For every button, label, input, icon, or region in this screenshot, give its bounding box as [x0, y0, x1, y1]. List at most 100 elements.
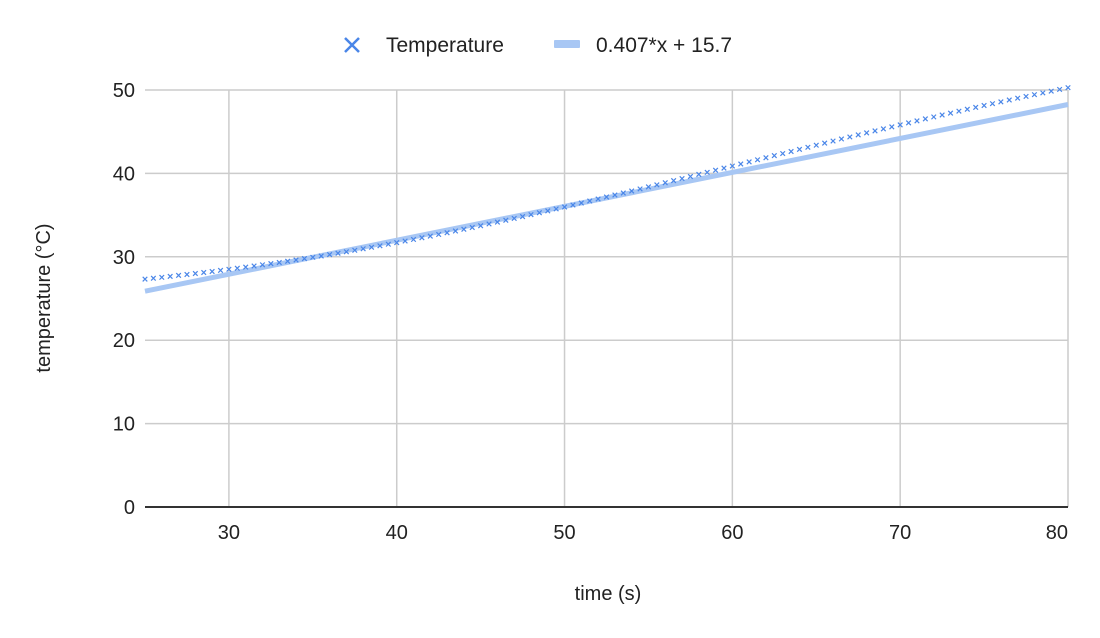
- data-point: [318, 253, 324, 259]
- y-axis-title: temperature (°C): [33, 223, 55, 372]
- data-point: [528, 211, 534, 218]
- data-point: [914, 118, 920, 124]
- data-point: [872, 128, 878, 134]
- data-point: [268, 260, 274, 267]
- data-point: [796, 146, 803, 153]
- data-point: [293, 257, 299, 263]
- data-point: [989, 100, 996, 107]
- data-point: [343, 249, 350, 255]
- data-point: [1048, 88, 1054, 94]
- data-point: [192, 270, 199, 277]
- line-swatch-icon: [554, 40, 580, 48]
- data-point: [142, 276, 148, 282]
- data-point: [259, 262, 266, 268]
- y-tick-label: 10: [113, 414, 135, 436]
- data-point: [226, 266, 232, 273]
- data-point: [645, 184, 652, 190]
- x-axis-title: time (s): [575, 583, 642, 605]
- y-tick-label: 40: [113, 163, 135, 185]
- data-point: [662, 180, 668, 186]
- data-point: [175, 272, 182, 279]
- data-point: [561, 204, 568, 210]
- marker-layer: [142, 84, 1071, 282]
- data-point: [763, 154, 769, 161]
- data-point: [754, 157, 761, 163]
- data-point: [360, 246, 366, 252]
- data-point: [947, 110, 954, 116]
- data-point: [956, 108, 962, 114]
- legend-item-temperature[interactable]: Temperature: [344, 34, 504, 57]
- grid: [145, 89, 1069, 507]
- data-point: [1023, 93, 1029, 100]
- data-point: [1056, 86, 1063, 93]
- x-tick-label: 30: [218, 522, 240, 544]
- data-point: [368, 244, 375, 251]
- data-point: [838, 136, 845, 142]
- x-tick-label: 60: [721, 522, 743, 544]
- data-point: [779, 150, 786, 157]
- data-point: [679, 175, 685, 182]
- y-tick-label: 50: [113, 80, 135, 102]
- legend-label-temperature: Temperature: [386, 34, 504, 57]
- data-point: [419, 235, 425, 241]
- data-point: [880, 126, 887, 132]
- data-point: [771, 152, 778, 159]
- data-point: [167, 273, 173, 280]
- data-point: [586, 198, 593, 204]
- data-point: [201, 269, 207, 276]
- data-point: [931, 114, 937, 120]
- data-point: [746, 159, 752, 165]
- data-point: [670, 177, 677, 184]
- data-point: [251, 263, 257, 269]
- data-point: [486, 221, 492, 227]
- data-point: [721, 165, 727, 171]
- data-point: [712, 167, 719, 173]
- x-tick-label: 80: [1046, 522, 1068, 544]
- data-point: [805, 144, 811, 151]
- trendline-layer: [144, 102, 1069, 294]
- data-point: [427, 233, 434, 239]
- data-point: [477, 223, 484, 229]
- data-point: [620, 190, 627, 196]
- x-tick-label: 40: [386, 522, 408, 544]
- data-point: [696, 171, 702, 178]
- data-point: [503, 217, 509, 223]
- data-point: [847, 134, 853, 140]
- data-point: [1031, 91, 1038, 98]
- data-point: [595, 196, 601, 202]
- data-point: [939, 112, 945, 118]
- x-icon-glyph: [344, 37, 360, 53]
- data-point: [570, 202, 576, 208]
- data-point: [410, 236, 417, 243]
- data-point: [452, 228, 459, 234]
- data-point: [217, 267, 224, 274]
- data-point: [159, 274, 165, 281]
- data-point: [209, 268, 215, 275]
- data-point: [494, 219, 501, 225]
- data-point: [821, 140, 828, 146]
- data-point: [310, 254, 316, 261]
- data-point: [687, 173, 694, 180]
- y-tick-label: 20: [113, 330, 135, 352]
- data-point: [536, 210, 543, 216]
- data-point: [511, 215, 517, 222]
- data-point: [603, 194, 610, 200]
- data-point: [1065, 84, 1071, 91]
- data-point: [234, 265, 241, 271]
- data-point: [276, 259, 282, 266]
- data-point: [972, 104, 979, 111]
- data-point: [284, 258, 291, 264]
- data-point: [242, 264, 249, 270]
- data-point: [738, 161, 744, 167]
- data-point: [830, 138, 836, 144]
- data-point: [150, 275, 157, 281]
- data-point: [654, 182, 660, 188]
- data-point: [545, 208, 551, 214]
- data-point: [461, 226, 467, 233]
- data-point: [998, 99, 1004, 105]
- legend[interactable]: Temperature 0.407*x + 15.7: [344, 34, 732, 57]
- y-tick-label: 30: [113, 247, 135, 269]
- data-point: [788, 148, 794, 155]
- data-point: [889, 124, 895, 130]
- legend-item-trendline[interactable]: 0.407*x + 15.7: [554, 34, 732, 57]
